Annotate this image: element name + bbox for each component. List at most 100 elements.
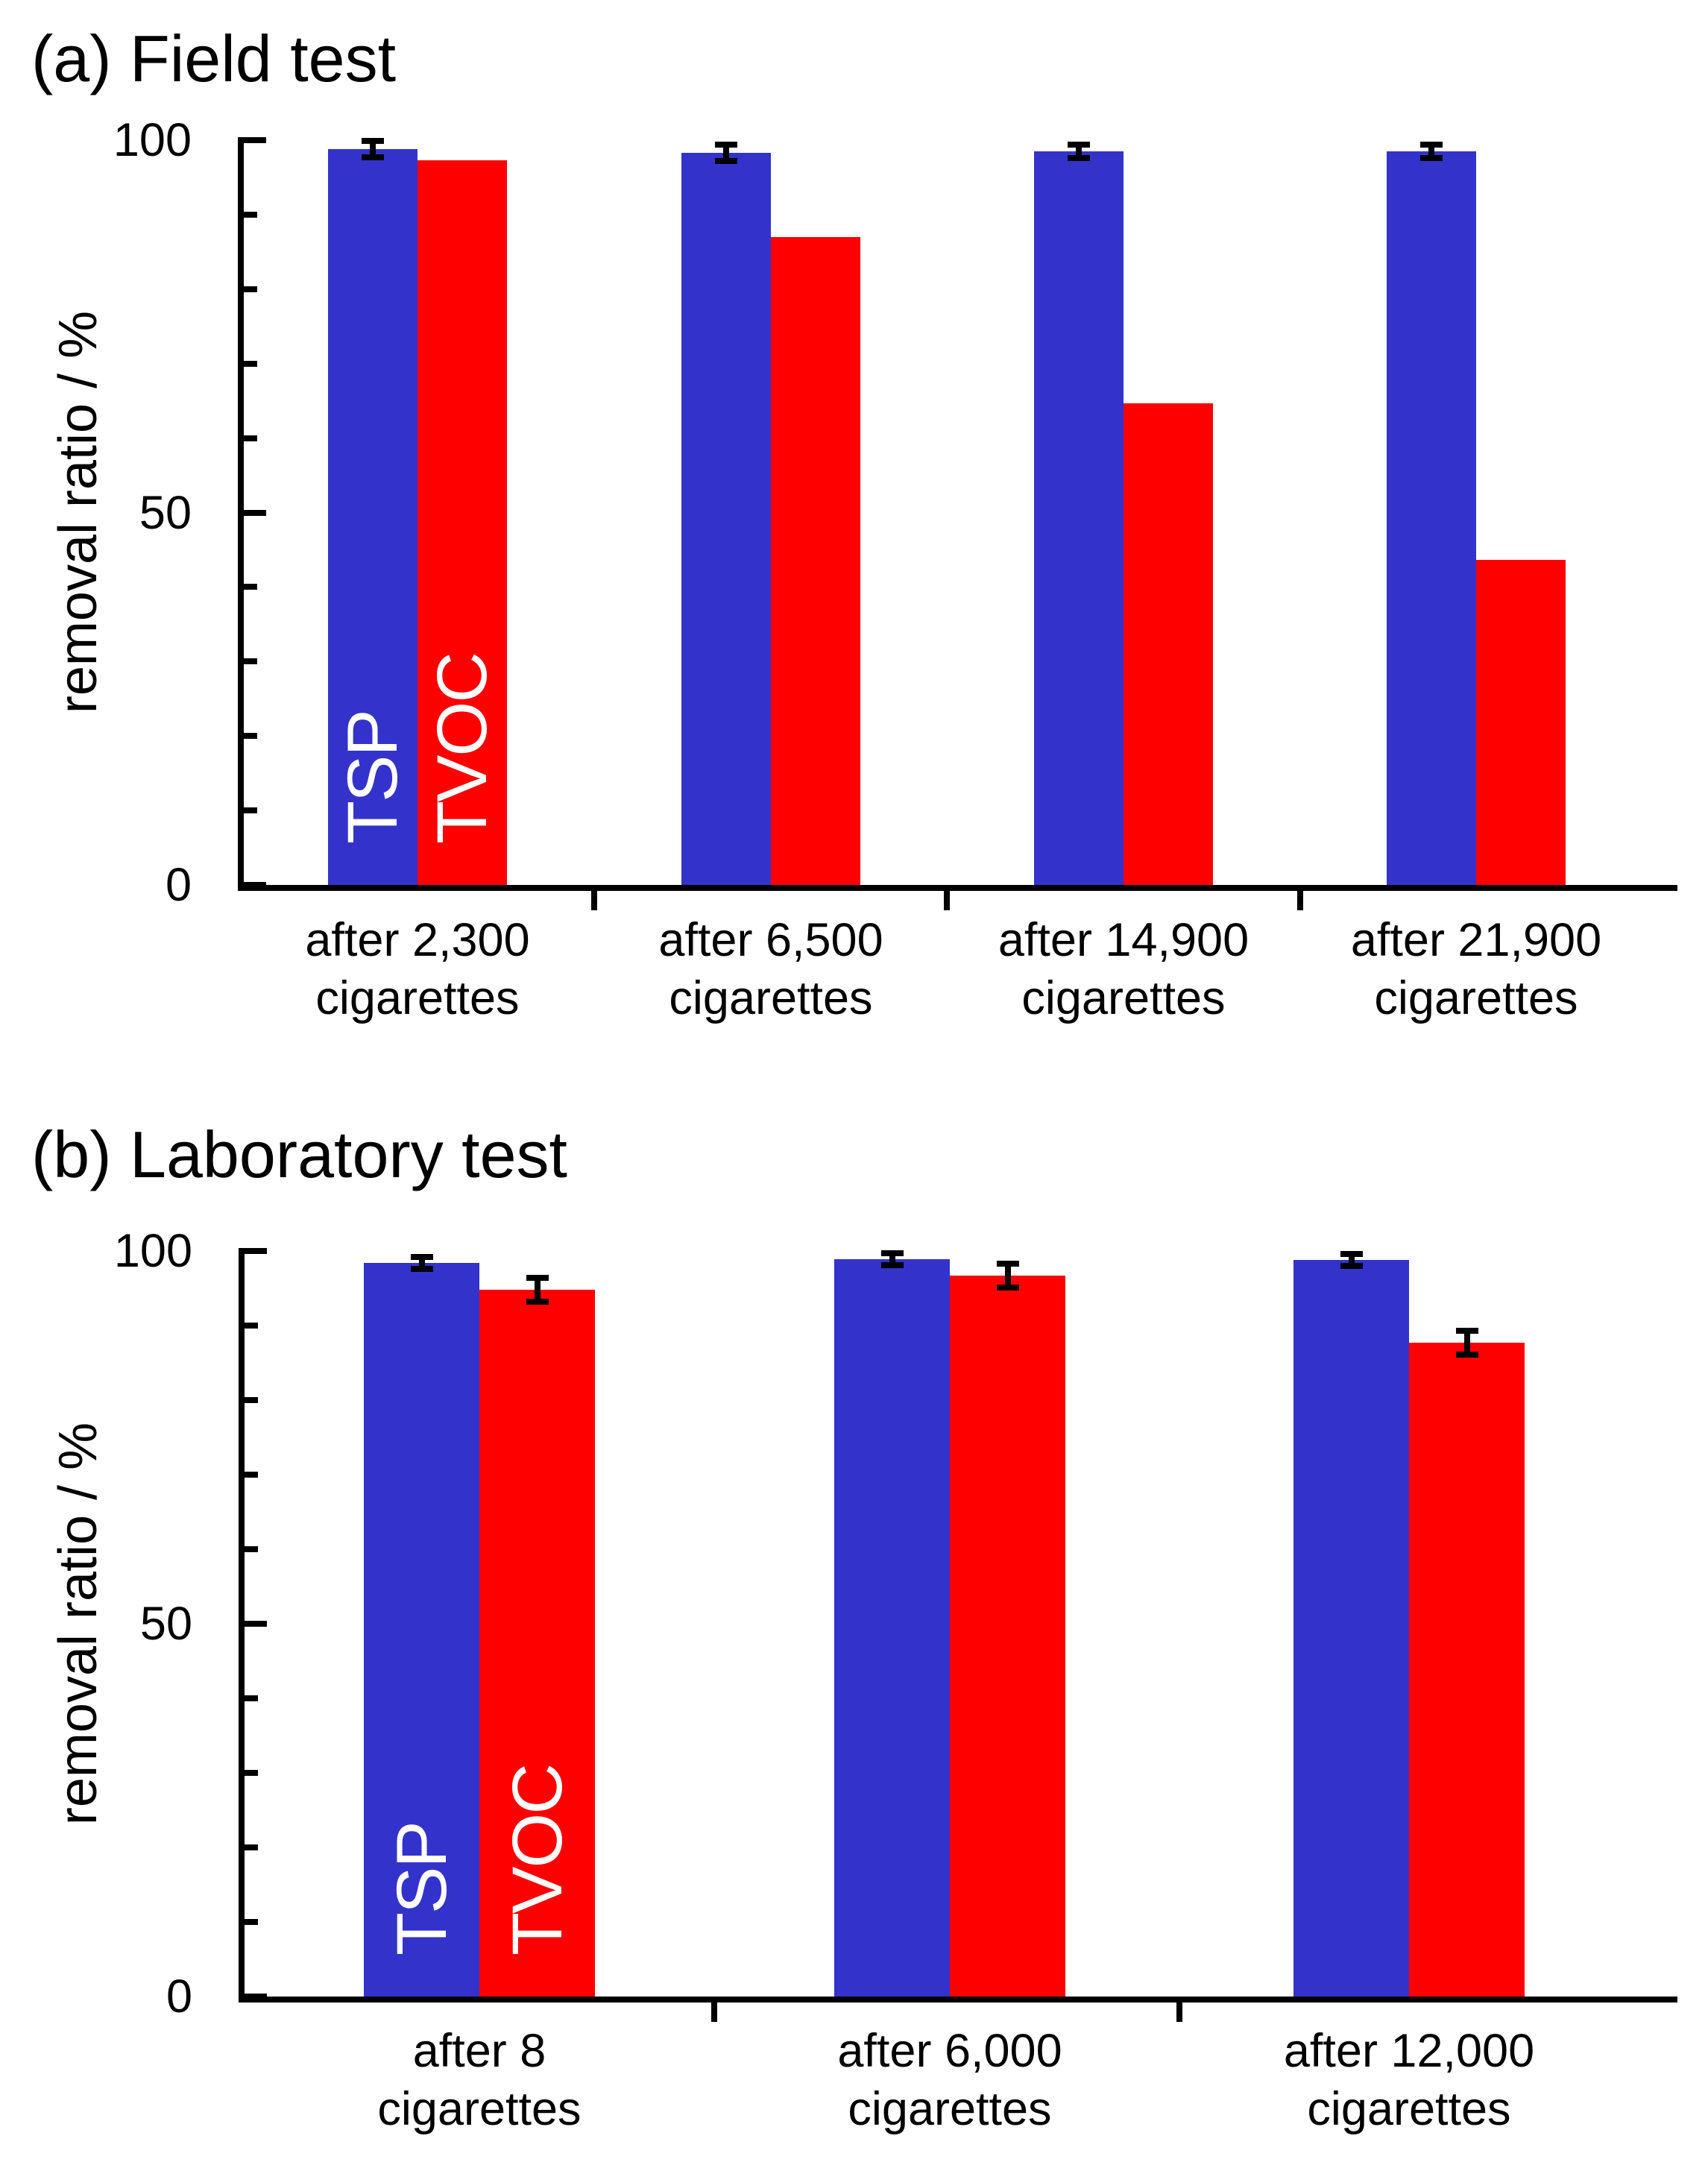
error-bar-stem-tsp-group2 (889, 1256, 895, 1262)
bar-tsp-group1 (328, 148, 417, 885)
x-category-label-2: after 6,500 cigarettes (510, 911, 1032, 1027)
y-tick-50 (244, 509, 266, 516)
y-tick-20 (244, 733, 257, 740)
bar-tsp-group1 (364, 1263, 479, 1997)
x-axis-line (238, 885, 1677, 891)
error-bar-cap-bottom-tsp-group3 (1068, 154, 1090, 161)
error-bar-cap-top-tsp-group3 (1068, 141, 1090, 148)
x-separator-tick-2 (1176, 2002, 1182, 2022)
bar-tvoc-group4 (1476, 560, 1566, 885)
x-category-label-2: after 6,000 cigarettes (689, 2022, 1211, 2138)
y-tick-70 (244, 360, 257, 367)
y-tick-0 (245, 1994, 267, 2000)
error-bar-stem-tsp-group3 (1076, 147, 1082, 155)
error-bar-cap-bottom-tsp-group1 (410, 1266, 433, 1272)
error-bar-cap-bottom-tvoc-group3 (1455, 1352, 1478, 1358)
y-tick-50 (245, 1621, 267, 1627)
error-bar-cap-bottom-tsp-group3 (1340, 1263, 1363, 1269)
y-tick-30 (245, 1770, 258, 1776)
x-category-label-line: after 21,900 (1350, 914, 1602, 966)
bar-tsp-group2 (834, 1259, 950, 1997)
error-bar-cap-top-tvoc-group3 (1455, 1328, 1478, 1334)
y-axis-line (238, 137, 244, 891)
bar-tvoc-group2 (950, 1276, 1065, 1997)
y-tick-70 (245, 1472, 258, 1478)
bar-tvoc-group3 (1124, 403, 1213, 885)
y-tick-0 (244, 882, 266, 888)
bar-tvoc-group1 (479, 1290, 595, 1997)
series-label-tsp: TSP (382, 1822, 461, 1956)
y-tick-90 (245, 1323, 258, 1329)
y-tick-10 (244, 807, 257, 814)
y-tick-label-0: 0 (165, 859, 192, 911)
y-tick-80 (245, 1397, 258, 1403)
x-category-label-line: after 6,500 (658, 914, 883, 966)
x-category-label-1: after 2,300 cigarettes (157, 911, 678, 1027)
y-tick-40 (244, 584, 257, 590)
bar-tsp-group4 (1387, 151, 1476, 885)
x-category-label-line: after 14,900 (998, 914, 1250, 966)
y-tick-label-0: 0 (166, 1970, 192, 2023)
y-tick-100 (244, 137, 266, 143)
x-category-label-line: cigarettes (377, 2083, 582, 2135)
y-tick-90 (244, 211, 257, 218)
bar-tvoc-group1 (417, 160, 507, 885)
series-label-tvoc: TVOC (497, 1765, 577, 1956)
chart-b-title: (b) Laboratory test (31, 1118, 567, 1191)
y-axis-line (239, 1248, 245, 2002)
y-tick-label-100: 100 (113, 114, 192, 166)
y-tick-60 (244, 435, 257, 441)
y-tick-20 (245, 1844, 258, 1850)
x-category-label-3: after 12,000 cigarettes (1148, 2022, 1670, 2138)
error-bar-stem-tsp-group2 (723, 147, 729, 158)
error-bar-stem-tsp-group4 (1428, 147, 1434, 155)
error-bar-cap-bottom-tsp-group2 (715, 157, 737, 164)
x-category-label-line: cigarettes (669, 972, 873, 1024)
error-bar-cap-top-tsp-group2 (880, 1250, 904, 1256)
error-bar-cap-bottom-tvoc-group1 (526, 1299, 549, 1305)
error-bar-cap-bottom-tsp-group4 (1420, 154, 1443, 161)
bar-tsp-group3 (1293, 1260, 1409, 1997)
x-axis-line (239, 1997, 1677, 2002)
error-bar-stem-tvoc-group1 (534, 1281, 541, 1299)
x-separator-tick-3 (1297, 891, 1303, 910)
error-bar-stem-tsp-group3 (1348, 1257, 1355, 1263)
y-tick-100 (245, 1248, 267, 1254)
y-tick-label-50: 50 (139, 486, 192, 539)
chart-b-y-axis-label: removal ratio / % (48, 1422, 108, 1826)
error-bar-cap-top-tsp-group1 (410, 1254, 433, 1260)
error-bar-cap-bottom-tsp-group2 (880, 1262, 904, 1268)
y-tick-label-50: 50 (139, 1598, 192, 1650)
x-category-label-line: cigarettes (315, 972, 520, 1024)
error-bar-cap-top-tvoc-group1 (526, 1275, 549, 1281)
x-category-label-1: after 8 cigarettes (218, 2022, 740, 2138)
error-bar-cap-top-tsp-group1 (362, 137, 384, 144)
y-tick-60 (245, 1546, 258, 1552)
error-bar-stem-tsp-group1 (418, 1260, 425, 1266)
error-bar-cap-bottom-tsp-group1 (362, 154, 384, 160)
error-bar-stem-tvoc-group3 (1463, 1334, 1470, 1352)
error-bar-cap-top-tsp-group3 (1340, 1251, 1363, 1257)
error-bar-stem-tvoc-group2 (1004, 1267, 1011, 1285)
error-bar-cap-top-tvoc-group2 (996, 1261, 1019, 1267)
bar-tvoc-group2 (771, 236, 860, 885)
bar-tsp-group2 (681, 152, 771, 885)
y-tick-label-100: 100 (113, 1225, 192, 1277)
error-bar-cap-top-tsp-group4 (1420, 141, 1443, 148)
y-tick-40 (245, 1695, 258, 1701)
x-category-label-line: after 6,000 (837, 2025, 1062, 2077)
x-category-label-line: after 2,300 (305, 914, 530, 966)
x-category-label-line: after 8 (412, 2025, 546, 2077)
error-bar-cap-bottom-tvoc-group2 (996, 1285, 1019, 1291)
y-tick-80 (244, 286, 257, 292)
x-category-label-3: after 14,900 cigarettes (863, 911, 1384, 1027)
x-category-label-line: cigarettes (1307, 2083, 1511, 2135)
chart-a-title: (a) Field test (31, 22, 397, 95)
x-separator-tick-2 (944, 891, 950, 910)
x-category-label-line: cigarettes (1374, 972, 1578, 1024)
bar-tsp-group3 (1034, 151, 1124, 885)
x-category-label-line: cigarettes (848, 2083, 1052, 2135)
